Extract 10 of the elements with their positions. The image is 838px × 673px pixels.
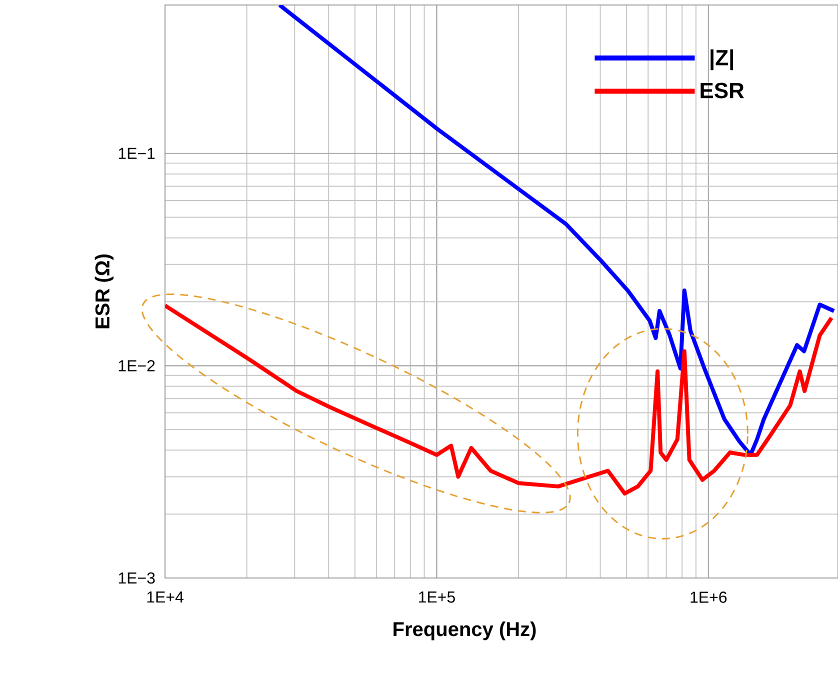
legend-label: ESR — [700, 82, 744, 98]
x-tick-label: 1E+4 — [147, 592, 184, 603]
y-axis-title: ESR (Ω) — [94, 254, 114, 328]
y-tick-label: 1E−3 — [118, 572, 155, 584]
x-axis-title: Frequency (Hz) — [394, 622, 536, 640]
y-tick-label: 1E−1 — [118, 148, 155, 159]
y-tick-label: 1E−2 — [118, 360, 155, 372]
x-tick-label: 1E+6 — [690, 592, 727, 603]
legend-label: |Z| — [710, 49, 734, 70]
x-tick-label: 1E+5 — [419, 592, 455, 603]
